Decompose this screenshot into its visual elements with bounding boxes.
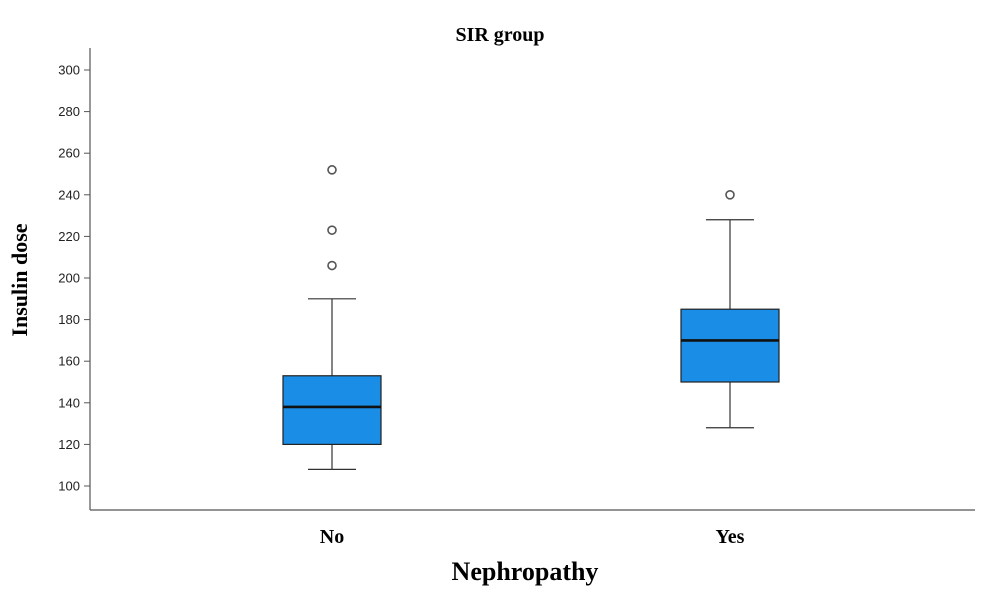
y-tick-label: 280 <box>58 104 80 119</box>
outlier-point <box>725 190 735 200</box>
x-axis-label: Nephropathy <box>452 557 599 586</box>
x-category-label: Yes <box>716 526 745 548</box>
y-tick-label: 160 <box>58 354 80 369</box>
y-tick-label: 300 <box>58 63 80 78</box>
box-no <box>282 165 382 470</box>
box-yes <box>680 190 780 429</box>
y-tick-label: 140 <box>58 395 80 410</box>
y-tick-label: 220 <box>58 229 80 244</box>
outlier-point <box>327 165 337 175</box>
y-tick-label: 240 <box>58 187 80 202</box>
y-tick-label: 100 <box>58 479 80 494</box>
outlier-point <box>327 260 337 271</box>
y-tick-label: 200 <box>58 271 80 286</box>
iqr-box <box>680 308 780 383</box>
y-axis-label: Insulin dose <box>7 223 32 336</box>
chart-title: SIR group <box>455 24 544 46</box>
x-category-label: No <box>320 526 344 548</box>
y-tick-label: 180 <box>58 312 80 327</box>
y-tick-label: 260 <box>58 146 80 161</box>
iqr-box <box>282 375 382 446</box>
box-series <box>282 165 780 470</box>
y-axis-ticks: 100 120 140 160 180 200 220 240 260 280 300 <box>58 63 90 494</box>
y-tick-label: 120 <box>58 437 80 452</box>
x-axis-categories: No Yes <box>320 526 745 548</box>
outlier-point <box>327 225 337 235</box>
